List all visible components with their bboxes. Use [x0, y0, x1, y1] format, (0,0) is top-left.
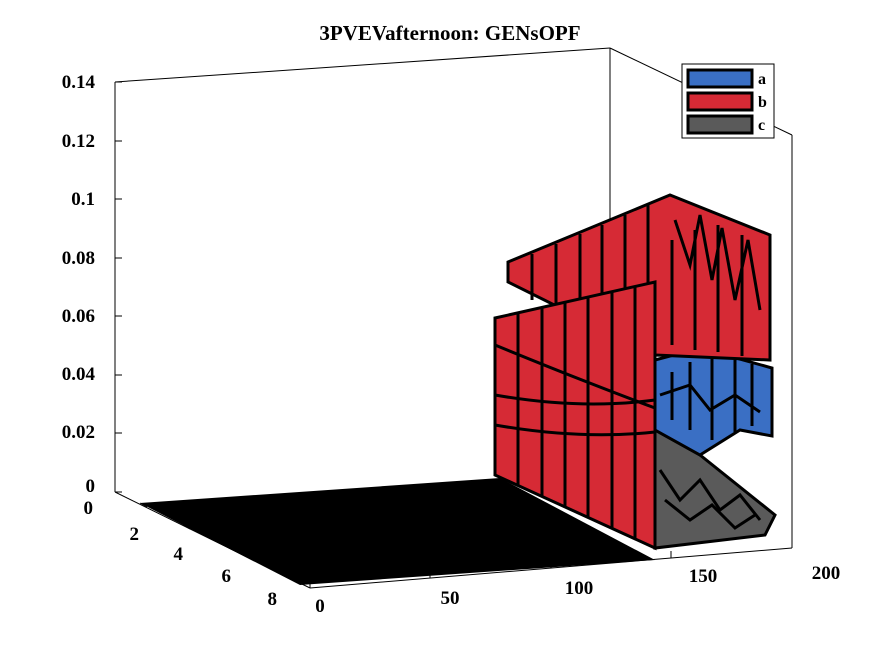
z-tick-label: 0.14 — [62, 72, 96, 93]
legend-label-a: a — [758, 71, 766, 88]
z-axis: 0 0.02 0.04 0.06 0.08 0.1 0.12 0.14 — [62, 72, 122, 497]
z-tick-label: 0 — [86, 476, 96, 497]
floor-surface — [140, 478, 655, 585]
x-tick-label: 200 — [812, 563, 841, 584]
z-tick-label: 0.02 — [62, 422, 95, 443]
y-tick-label: 4 — [174, 544, 184, 565]
legend-swatch-a — [686, 68, 754, 89]
x-tick-label: 150 — [689, 566, 718, 587]
x-tick-label: 100 — [565, 578, 594, 599]
z-tick-label: 0.06 — [62, 306, 95, 327]
z-tick-label: 0.1 — [71, 189, 95, 210]
legend-label-b: b — [758, 94, 767, 111]
series-c-surface — [653, 427, 777, 550]
x-tick-label: 50 — [441, 588, 460, 609]
legend-label-c: c — [758, 117, 765, 134]
chart-title: 3PVEVafternoon: GENsOPF — [319, 21, 580, 45]
z-tick-label: 0.04 — [62, 364, 96, 385]
series-b-back-surface — [506, 193, 772, 362]
x-tick-label: 0 — [315, 596, 325, 617]
y-tick-label: 6 — [222, 566, 232, 587]
y-tick-label: 0 — [84, 498, 94, 519]
legend: a b c — [681, 63, 775, 139]
series-b-front-surface — [493, 280, 657, 551]
z-tick-label: 0.08 — [62, 248, 95, 269]
legend-swatch-c — [686, 114, 754, 135]
legend-swatch-b — [686, 91, 754, 112]
y-tick-label: 2 — [130, 524, 140, 545]
series-a-surface — [653, 346, 774, 457]
x-axis: 0 50 100 150 200 — [309, 541, 841, 617]
z-tick-label: 0.12 — [62, 131, 95, 152]
y-axis: 0 2 4 6 8 — [84, 498, 278, 610]
y-tick-label: 8 — [268, 589, 278, 610]
